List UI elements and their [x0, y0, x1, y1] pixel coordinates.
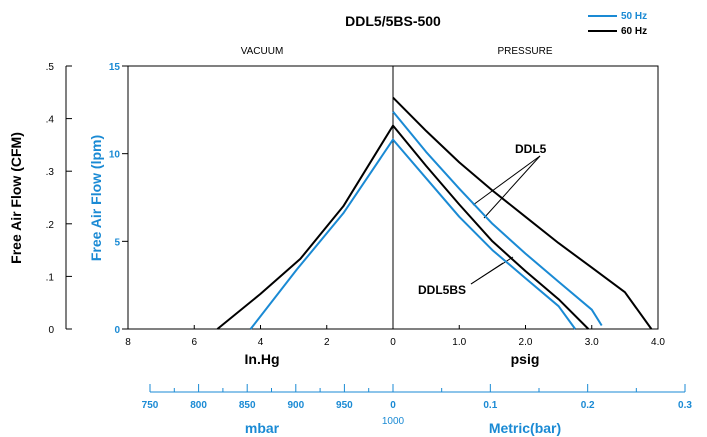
region-label-vacuum: VACUUM: [241, 46, 284, 57]
legend: 50 Hz 60 Hz: [588, 11, 647, 37]
cfm-tick-label: 0: [48, 325, 54, 336]
mbar-tick-label: 750: [142, 400, 159, 411]
x-axis-title-psig: psig: [511, 351, 540, 367]
mbar-tick-label: 800: [190, 400, 207, 411]
annotation-ddl5: DDL5: [515, 142, 547, 156]
series-line-ddl5-60-hz: [392, 96, 653, 330]
series-layer: [216, 96, 653, 330]
inhg-tick-label: 8: [125, 337, 131, 348]
x-axis-title-bar: Metric(bar): [489, 420, 561, 436]
cfm-tick-label: .5: [46, 62, 55, 73]
annotation-ddl5bs: DDL5BS: [418, 283, 466, 297]
leader-ddl5-a: [472, 155, 541, 206]
x-axis-title-mbar: mbar: [245, 420, 280, 436]
inhg-tick-label: 4: [258, 337, 264, 348]
mbar-tick-label: 900: [287, 400, 304, 411]
series-line-ddl5bs-50-hz: [249, 138, 577, 330]
bar-tick-label: 0.3: [678, 400, 692, 411]
y-axis-title-cfm: Free Air Flow (CFM): [8, 132, 24, 264]
cfm-tick-label: .2: [46, 220, 55, 231]
mbar-tick-label: 950: [336, 400, 353, 411]
lpm-tick-label: 15: [109, 62, 121, 73]
series-line-ddl5-50-hz: [392, 110, 603, 327]
psig-tick-label: 3.0: [585, 337, 599, 348]
cfm-tick-label: .1: [46, 272, 55, 283]
region-label-pressure: PRESSURE: [497, 46, 552, 57]
leader-ddl5-b: [483, 155, 541, 219]
psig-tick-label: 4.0: [651, 337, 665, 348]
legend-label-60hz: 60 Hz: [621, 26, 647, 37]
bar-tick-label: 0.1: [483, 400, 497, 411]
inhg-tick-label: 0: [390, 337, 396, 348]
y-axis-title-lpm: Free Air Flow (lpm): [88, 135, 104, 261]
psig-tick-label: 1.0: [452, 337, 466, 348]
bar-tick-label: 0.2: [581, 400, 595, 411]
inhg-tick-label: 6: [191, 337, 197, 348]
lpm-tick-label: 10: [109, 150, 121, 161]
cfm-tick-label: .4: [46, 115, 55, 126]
chart-title: DDL5/5BS-500: [345, 13, 441, 29]
lpm-tick-label: 0: [114, 325, 120, 336]
x-axis-title-inhg: In.Hg: [245, 351, 280, 367]
inhg-tick-label: 2: [324, 337, 330, 348]
legend-label-50hz: 50 Hz: [621, 11, 647, 22]
metric-center-label: 1000: [382, 416, 405, 427]
cfm-tick-label: .3: [46, 167, 55, 178]
leader-ddl5bs-b: [470, 262, 504, 285]
mbar-tick-label: 850: [239, 400, 256, 411]
psig-tick-label: 2.0: [519, 337, 533, 348]
series-line-ddl5bs-60-hz: [216, 124, 590, 330]
lpm-tick-label: 5: [114, 237, 120, 248]
mbar-tick-label: 0: [390, 400, 396, 411]
